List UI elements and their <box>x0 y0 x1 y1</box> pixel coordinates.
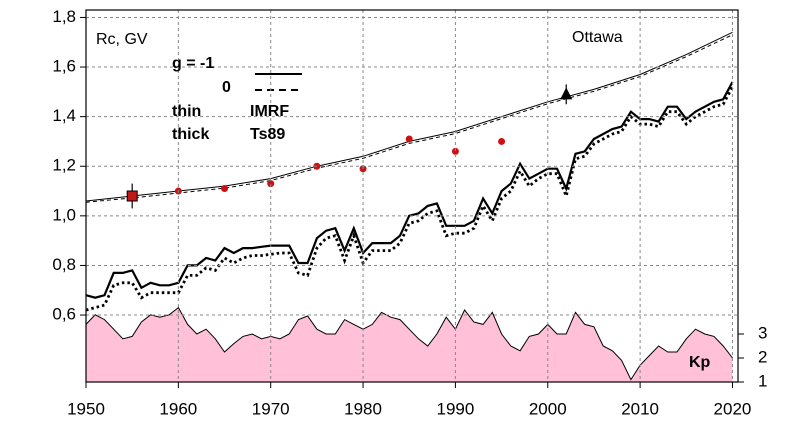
y-tick-label: 1,8 <box>52 7 76 26</box>
x-tick-label: 2000 <box>529 399 567 418</box>
measurement <box>221 185 229 193</box>
annotation: 0 <box>222 79 231 96</box>
x-tick-label: 1960 <box>159 399 197 418</box>
y-tick-label: 0,8 <box>52 255 76 274</box>
measurement <box>498 137 506 145</box>
y2-tick-label: 1 <box>758 371 767 390</box>
annotation: Ts89 <box>250 126 285 143</box>
x-tick-label: 1950 <box>67 399 105 418</box>
annotation: Kp <box>689 354 711 371</box>
y-tick-label: 1,2 <box>52 156 76 175</box>
plot-frame <box>85 9 739 383</box>
x-tick-label: 1990 <box>436 399 474 418</box>
y-tick-label: 1,0 <box>52 205 76 224</box>
y2-tick-label: 2 <box>758 347 767 366</box>
measurement <box>451 147 459 155</box>
measurement <box>126 190 138 202</box>
x-tick-label: 1970 <box>252 399 290 418</box>
measurement <box>405 135 413 143</box>
kp-line <box>85 306 733 381</box>
x-tick-label: 2020 <box>714 399 752 418</box>
annotation: Rc, GV <box>96 31 148 48</box>
annotation: IMRF <box>250 103 289 120</box>
rc-line <box>85 81 734 299</box>
annotation: Ottawa <box>572 29 623 46</box>
x-tick-label: 2010 <box>621 399 659 418</box>
y-tick-label: 1,6 <box>52 57 76 76</box>
y2-tick-label: 3 <box>758 323 767 342</box>
y-tick-label: 0,6 <box>52 305 76 324</box>
annotation: thick <box>172 126 209 143</box>
kp-area <box>86 307 733 382</box>
annotation: thin <box>172 103 201 120</box>
measurement <box>267 180 275 188</box>
x-tick-label: 1980 <box>344 399 382 418</box>
rc-line <box>85 34 733 203</box>
annotation: g = -1 <box>172 55 214 72</box>
y-tick-label: 1,4 <box>52 106 76 125</box>
measurement <box>560 87 573 100</box>
